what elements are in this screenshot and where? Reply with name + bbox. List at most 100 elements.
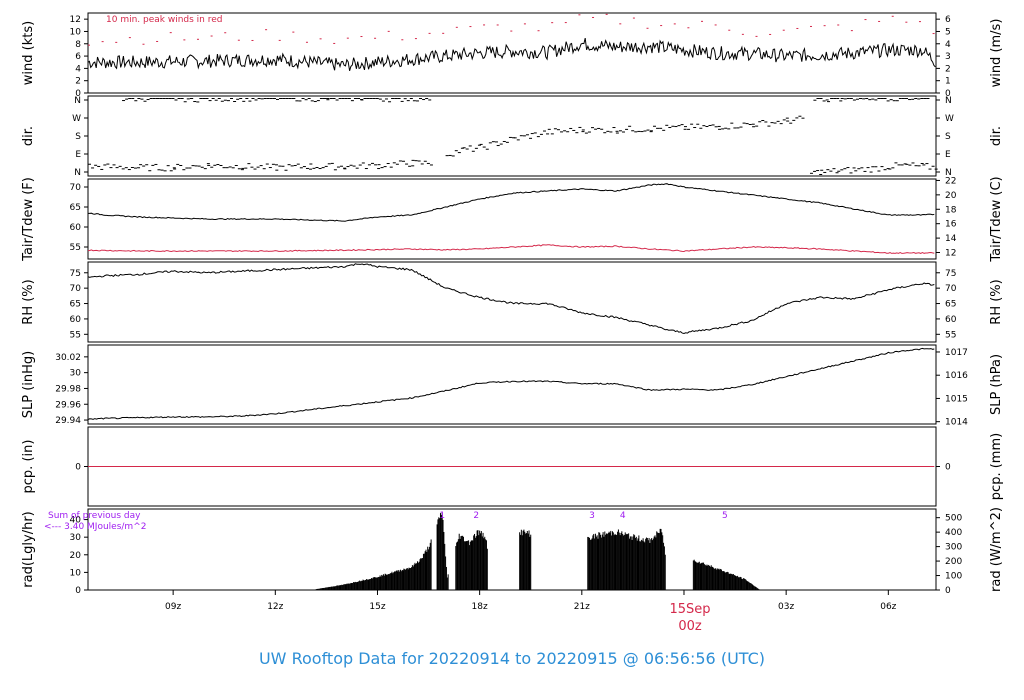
dir-point — [649, 131, 653, 133]
ylabel-left: wind (kts) — [21, 21, 36, 85]
dir-point — [852, 167, 856, 169]
dir-point — [609, 131, 613, 133]
dir-point — [395, 163, 399, 165]
dir-point — [622, 131, 626, 133]
dir-point — [350, 100, 354, 102]
dir-point — [160, 169, 164, 171]
dir-point — [852, 99, 856, 101]
dir-point — [891, 167, 895, 169]
dir-point — [384, 98, 388, 100]
dir-point — [813, 170, 817, 172]
ytick-left-label: 30 — [70, 533, 82, 543]
dir-point — [779, 123, 783, 125]
peak-wind-dash — [632, 17, 635, 19]
dir-point — [349, 164, 353, 166]
panel-frame — [87, 178, 937, 260]
ylabel-right: RH (%) — [989, 279, 1004, 324]
dir-point — [226, 100, 230, 102]
dir-point — [254, 99, 258, 101]
dir-point — [411, 159, 415, 161]
peak-wind-dash — [224, 32, 227, 34]
ytick-right-label: 300 — [945, 543, 962, 553]
peak-wind-dash — [333, 42, 336, 44]
dir-point — [897, 164, 901, 166]
dir-point — [843, 168, 847, 170]
ytick-left-label: W — [72, 114, 81, 124]
dir-point — [542, 130, 546, 132]
dir-point — [322, 98, 326, 99]
peak-wind-dash — [496, 24, 499, 26]
ytick-right-label: 6 — [945, 15, 951, 25]
dir-point — [343, 167, 347, 169]
dir-point — [400, 100, 404, 102]
ytick-right-label: N — [945, 168, 952, 178]
dir-point — [94, 164, 98, 166]
dir-point — [640, 131, 644, 133]
peak-wind-dash — [605, 13, 608, 15]
dir-point — [88, 163, 91, 165]
dir-point — [309, 168, 313, 170]
dir-point — [279, 98, 283, 99]
dir-point — [190, 98, 194, 99]
dir-point — [302, 166, 306, 168]
dir-point — [494, 141, 498, 143]
dir-point — [403, 98, 407, 100]
dir-point — [156, 98, 160, 99]
dir-point — [401, 160, 405, 162]
dir-point — [820, 169, 824, 171]
dir-point — [457, 152, 461, 154]
dir-point — [183, 101, 187, 103]
peak-wind-dash — [387, 30, 390, 32]
dir-point — [748, 124, 752, 126]
ylabel-right: Tair/Tdew (C) — [989, 176, 1004, 262]
dir-point — [920, 162, 924, 164]
dir-point — [247, 163, 251, 165]
peak-wind-dash — [878, 20, 881, 22]
dir-point — [287, 164, 291, 166]
ytick-right-label: 22 — [945, 176, 956, 186]
dir-point — [429, 164, 433, 166]
dir-point — [865, 98, 869, 99]
dir-point — [755, 125, 759, 127]
peak-wind-dash — [796, 27, 799, 29]
dir-point — [207, 164, 211, 166]
dir-point — [202, 98, 206, 99]
dir-point — [914, 165, 918, 167]
dir-point — [140, 98, 144, 100]
panel-frame — [87, 261, 937, 343]
dir-point — [122, 100, 126, 102]
ytick-left-label: 0 — [75, 89, 81, 99]
dir-point — [352, 165, 356, 167]
ytick-left-label: 29.94 — [55, 416, 81, 426]
peak-wind-dash — [142, 43, 145, 45]
dir-point — [840, 98, 844, 99]
dir-point — [341, 98, 345, 99]
dir-point — [380, 167, 384, 169]
dir-point — [367, 164, 371, 166]
dir-point — [284, 169, 288, 171]
rad-marker-5: 5 — [722, 511, 728, 521]
dir-point — [386, 163, 390, 165]
peak-wind-dash — [769, 33, 772, 35]
dir-point — [210, 166, 214, 168]
dir-point — [488, 142, 492, 144]
dir-point — [833, 98, 837, 99]
dir-point — [745, 123, 749, 125]
ytick-left-label: N — [74, 168, 81, 178]
dir-point — [182, 169, 186, 171]
dir-point — [191, 165, 195, 167]
dir-point — [863, 170, 867, 172]
dir-point — [428, 99, 432, 101]
dir-point — [130, 167, 134, 169]
dir-point — [298, 100, 302, 102]
dir-point — [886, 100, 890, 102]
ytick-right-label: 55 — [945, 330, 956, 340]
dir-point — [326, 98, 330, 99]
dir-point — [839, 100, 843, 102]
dir-point — [502, 140, 506, 142]
dir-point — [97, 165, 101, 167]
dir-point — [397, 98, 401, 99]
dir-point — [764, 121, 768, 123]
